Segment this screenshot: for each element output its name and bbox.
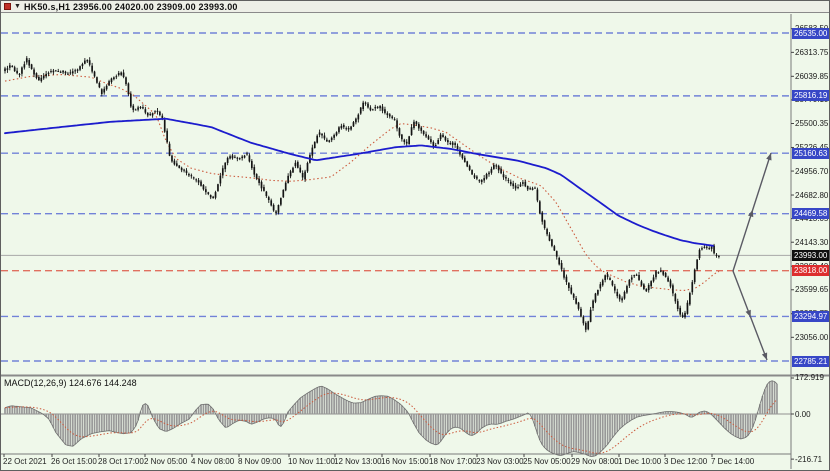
time-axis[interactable]: 22 Oct 2021 26 Oct 15:00 28 Oct 17:00 2 Nov… <box>1 456 791 470</box>
price-level-badge: 22785.21 <box>792 355 829 367</box>
time-axis-label: 22 Oct 2021 <box>3 457 47 466</box>
time-axis-label: 7 Dec 14:00 <box>711 457 755 466</box>
macd-axis-label: 172.919 <box>795 373 824 383</box>
macd-axis-label: 0.00 <box>795 409 811 419</box>
chart-title-bar: ▼ HK50.s,H1 23956.00 24020.00 23909.00 2… <box>1 1 829 13</box>
price-tick-label: 23056.00 <box>795 332 829 342</box>
price-tick-label: 26039.85 <box>795 71 829 81</box>
time-axis-label: 10 Nov 11:00 <box>288 457 335 466</box>
time-axis-label: 12 Nov 13:00 <box>334 457 382 466</box>
time-axis-label: 2 Nov 05:00 <box>144 457 188 466</box>
time-axis-label: 26 Oct 15:00 <box>51 457 97 466</box>
time-axis-label: 18 Nov 17:00 <box>429 457 477 466</box>
time-axis-label: 25 Nov 05:00 <box>523 457 571 466</box>
chart-title: HK50.s,H1 23956.00 24020.00 23909.00 239… <box>23 1 238 12</box>
price-tick-label: 24143.30 <box>795 237 829 247</box>
price-level-badge: 23294.97 <box>792 310 829 322</box>
price-tick-label: 25226.45 <box>795 143 828 152</box>
time-axis-label: 8 Nov 09:00 <box>238 457 282 466</box>
price-level-badge: 26535.00 <box>792 27 829 39</box>
price-tick-label: 23599.65 <box>795 285 829 295</box>
time-axis-label: 4 Nov 08:00 <box>191 457 235 466</box>
price-axis[interactable]: 26583.5026313.7526039.8525770.1025500.35… <box>792 14 829 454</box>
macd-axis: 172.919 0.00 -216.71 <box>792 1 829 470</box>
price-level-badge: 25160.63 <box>792 147 829 159</box>
time-axis-label: 16 Nov 15:00 <box>381 457 429 466</box>
price-level-badge: 25816.19 <box>792 90 829 102</box>
price-tick-label: 26313.75 <box>795 47 829 57</box>
time-axis-label: 28 Oct 17:00 <box>98 457 144 466</box>
price-tick-label: 25500.35 <box>795 119 829 128</box>
price-tick-label: 24682.80 <box>795 190 829 200</box>
macd-indicator-label: MACD(12,26,9) 124.676 144.248 <box>4 378 137 388</box>
macd-axis-label: -216.71 <box>795 454 823 464</box>
price-level-badge: 23818.00 <box>792 265 829 277</box>
price-level-badge: 23993.00 <box>792 249 829 261</box>
time-axis-label: 23 Nov 03:00 <box>476 457 524 466</box>
price-level-badge: 24469.58 <box>792 208 829 220</box>
price-tick-label: 24956.70 <box>795 166 829 176</box>
time-axis-label: 1 Dec 10:00 <box>618 457 662 466</box>
chart-icon <box>4 3 11 10</box>
collapse-arrow-icon[interactable]: ▼ <box>14 3 21 10</box>
time-axis-label: 29 Nov 08:00 <box>571 457 619 466</box>
time-axis-label: 3 Dec 12:00 <box>664 457 708 466</box>
